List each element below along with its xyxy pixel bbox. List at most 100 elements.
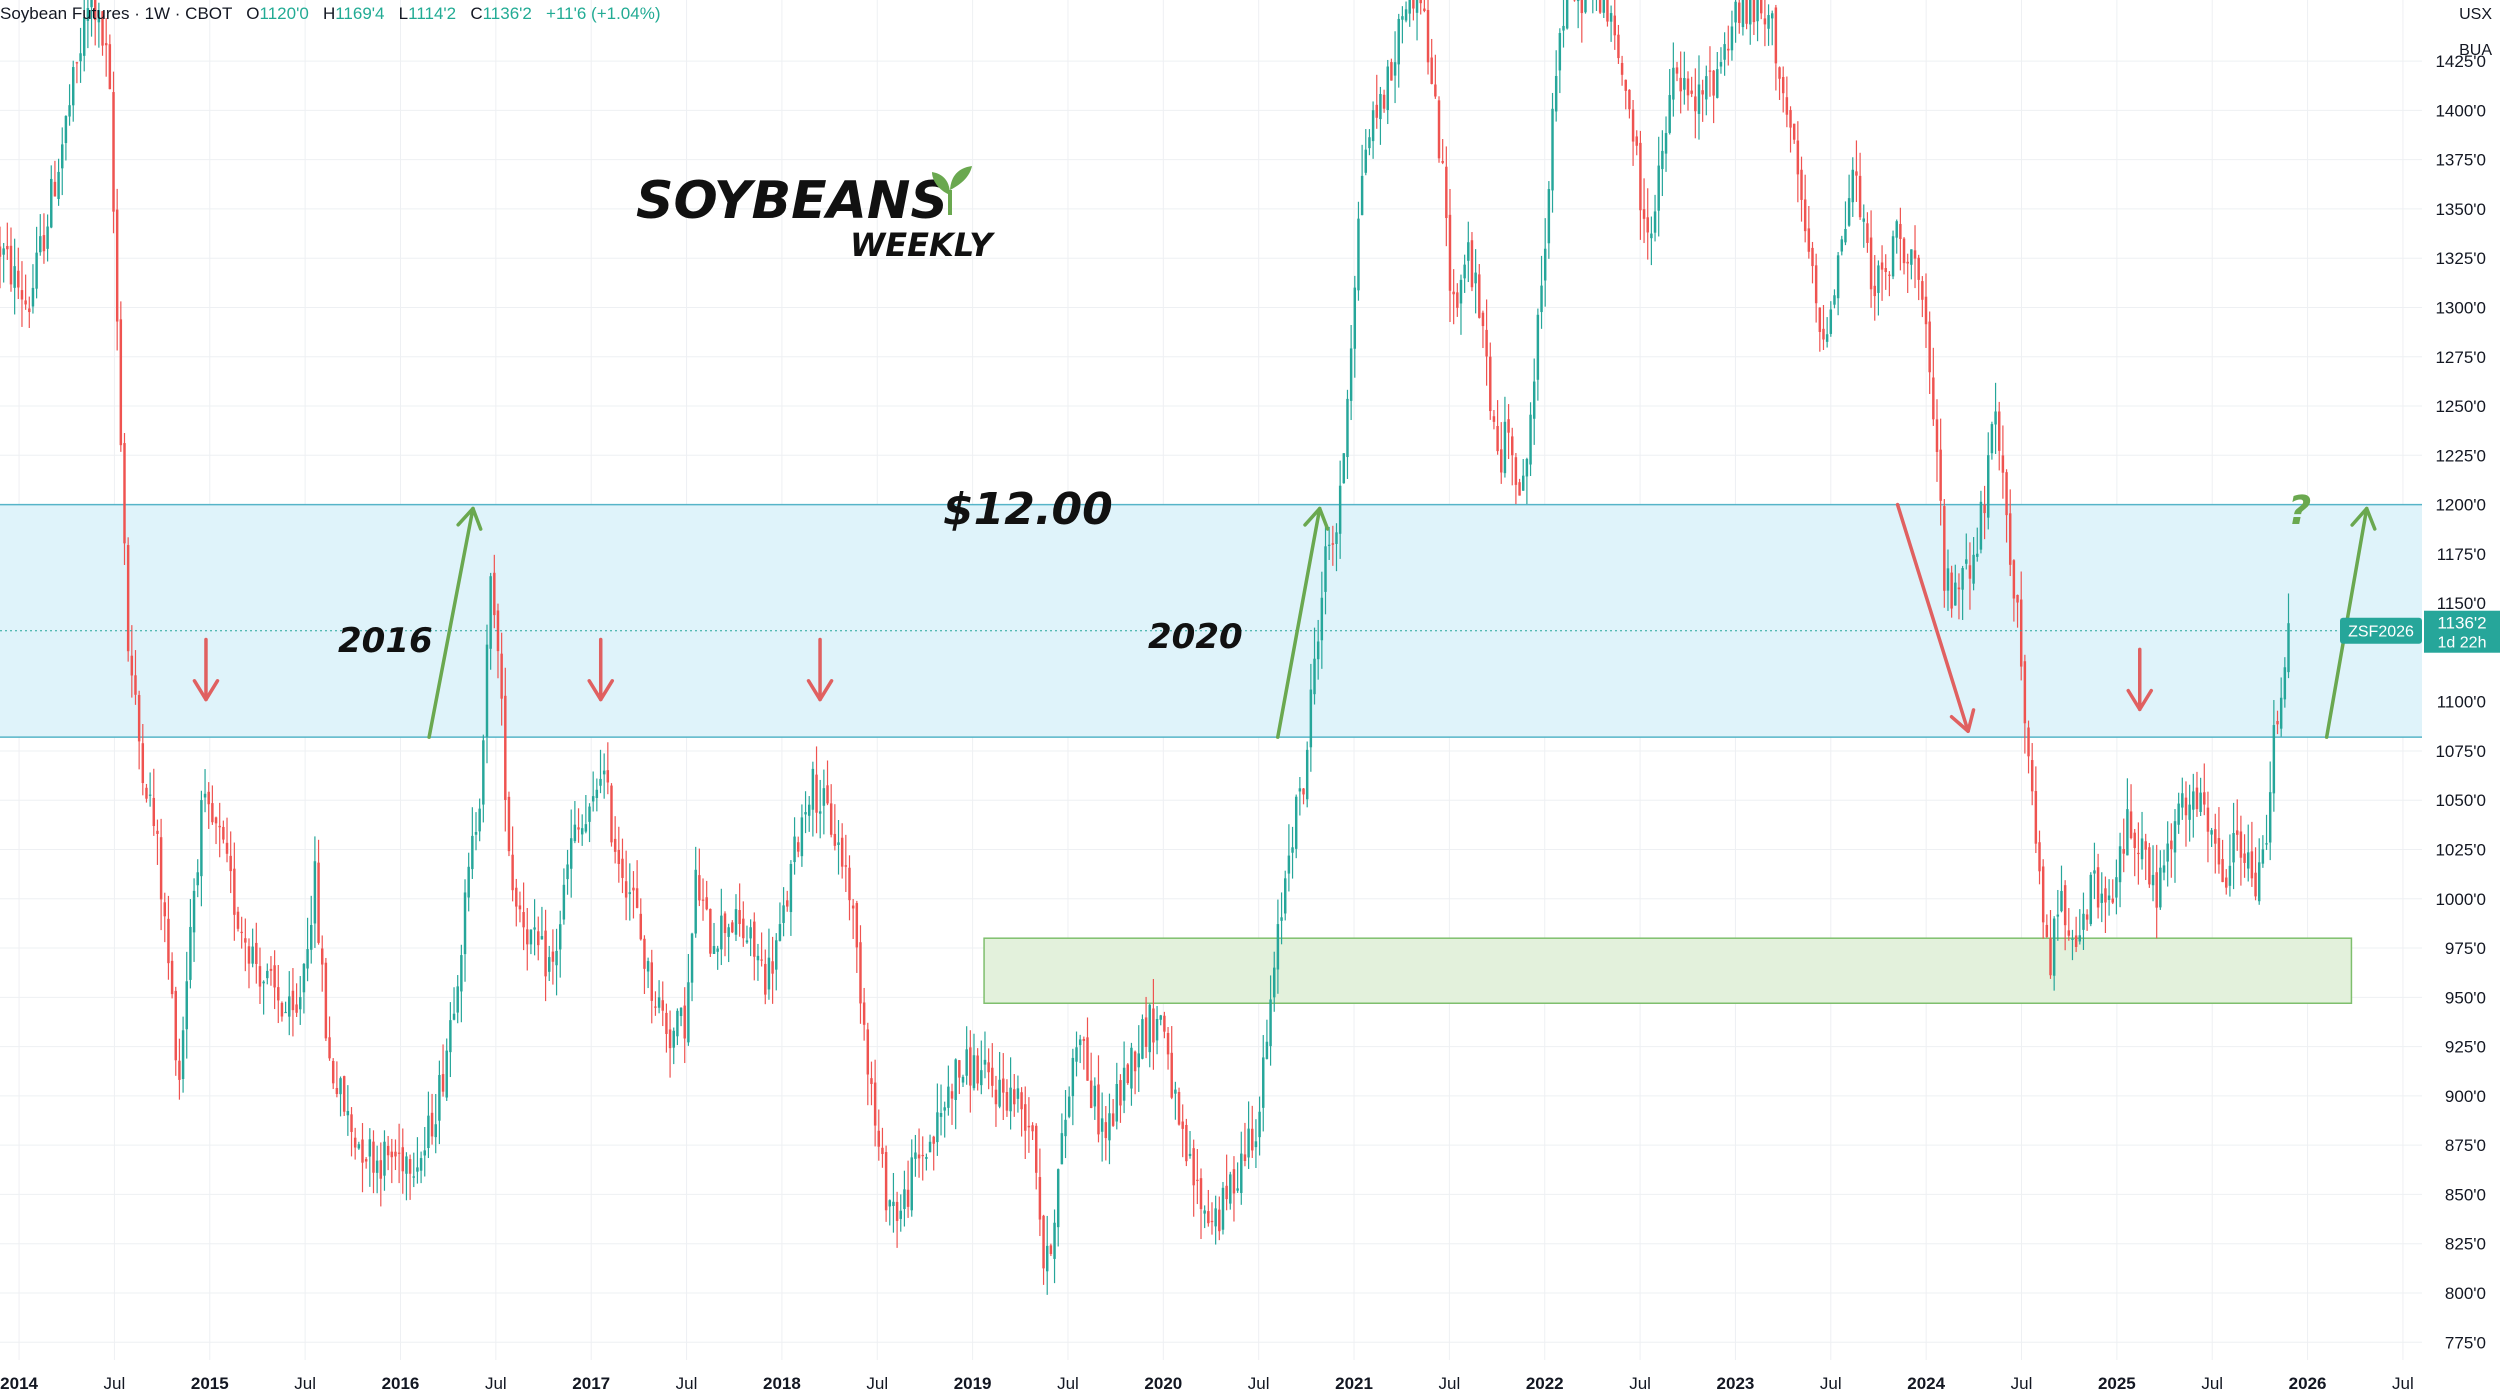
candle-body: [255, 942, 258, 964]
candle-body: [731, 922, 734, 933]
candle-body: [2214, 829, 2217, 844]
last-price-value: 1136'2: [2437, 614, 2486, 633]
candle-body: [709, 908, 712, 954]
candle-body: [767, 957, 771, 990]
candle-body: [485, 644, 489, 737]
candle-body: [1613, 15, 1616, 36]
candle-body: [1327, 544, 1331, 546]
symbol-header: Soybean Futures · 1W · CBOT O1120'0 H116…: [0, 4, 660, 24]
candle-body: [394, 1151, 397, 1157]
candle-body: [837, 842, 840, 846]
candle-body: [1386, 66, 1389, 111]
price-tick-label: 1325'0: [2435, 249, 2486, 268]
candle-body: [1181, 1121, 1184, 1129]
candle-body: [800, 817, 804, 857]
time-tick-label: 2025: [2098, 1374, 2136, 1391]
candle-body: [474, 832, 478, 835]
price-tick-label: 1075'0: [2435, 742, 2486, 761]
candle-body: [1712, 70, 1715, 96]
candle-body: [1053, 1222, 1056, 1259]
candle-body: [859, 942, 862, 1004]
candle-body: [734, 909, 738, 935]
candle-body: [1489, 356, 1492, 412]
candle-body: [93, 0, 97, 21]
candle-body: [1554, 75, 1558, 112]
candle-body: [82, 17, 86, 56]
candle-body: [1979, 501, 1983, 550]
candle-body: [1965, 559, 1968, 564]
candle-body: [130, 655, 134, 676]
candle-body: [577, 827, 580, 830]
up-arrow-head: [2350, 506, 2377, 531]
candle-body: [1584, 0, 1587, 13]
candle-body: [115, 209, 119, 322]
candle-body: [566, 864, 569, 880]
candle-body: [61, 144, 64, 169]
candle-body: [1913, 250, 1917, 259]
candle-body: [2184, 797, 2188, 816]
candle-body: [145, 787, 148, 799]
symbol-name[interactable]: Soybean Futures · 1W · CBOT: [0, 4, 233, 23]
candle-body: [665, 1012, 668, 1034]
price-axis[interactable]: 1425'0 1400'0 1375'0 1350'0 1325'0 1300'0 1275…: [2340, 0, 2500, 1391]
candle-body: [1770, 13, 1774, 19]
candle-body: [928, 1141, 932, 1153]
resistance-zone: [0, 504, 2422, 738]
candle-body: [829, 803, 833, 835]
candle-body: [507, 796, 511, 852]
candle-body: [818, 811, 822, 814]
candle-body: [1441, 160, 1444, 163]
down-arrow-head: [192, 679, 220, 702]
candle-body: [544, 930, 547, 977]
candle-body: [1035, 1125, 1038, 1173]
candle-body: [1412, 0, 1415, 9]
candle-body: [1104, 1122, 1108, 1139]
candle-body: [899, 1210, 902, 1219]
label-2016: 2016: [338, 621, 433, 661]
candle-body: [980, 1070, 983, 1086]
candle-body: [1349, 348, 1353, 401]
candle-body: [364, 1159, 368, 1162]
candle-body: [1877, 265, 1880, 293]
currency-label[interactable]: USX: [2459, 6, 2492, 23]
candle-body: [1730, 26, 1734, 51]
candle-body: [17, 270, 20, 288]
unit-label[interactable]: BUA: [2459, 42, 2492, 59]
candle-body: [1789, 110, 1792, 128]
candle-body: [328, 1037, 331, 1059]
candle-body: [1492, 416, 1496, 422]
candle-body: [1159, 1015, 1162, 1020]
candle-body: [1218, 1209, 1221, 1232]
time-tick-label: 2018: [763, 1374, 801, 1391]
candle-body: [657, 997, 661, 1008]
candle-body: [295, 1004, 298, 1013]
candle-body: [1653, 211, 1657, 233]
candle-body: [1335, 532, 1338, 544]
candle-body: [134, 675, 137, 695]
time-axis[interactable]: 2014 Jul 2015 Jul 2016 Jul 2017 Jul 2018 Jul 2019 J…: [0, 1360, 2500, 1391]
candle-body: [1781, 76, 1785, 94]
candle-body: [1024, 1104, 1027, 1131]
candle-body: [2210, 830, 2213, 835]
candle-body: [2034, 791, 2038, 844]
up-arrow: [427, 506, 475, 739]
candle-body: [1364, 149, 1368, 173]
candle-body: [1210, 1220, 1214, 1223]
candle-body: [79, 53, 82, 62]
candle-body: [1910, 249, 1913, 265]
candle-body: [1437, 100, 1441, 159]
candle-body: [1540, 285, 1543, 313]
candle-body: [112, 92, 115, 212]
candle-body: [2279, 697, 2283, 729]
chart-subtitle: WEEKLY: [850, 226, 995, 264]
candle-body: [310, 924, 313, 950]
candle-body: [562, 884, 566, 920]
candle-body: [1016, 1088, 1020, 1099]
time-tick-label: Jul: [866, 1374, 888, 1391]
candle-body: [2287, 623, 2290, 673]
candle-body: [2206, 807, 2210, 832]
time-tick-label: Jul: [2201, 1374, 2223, 1391]
candle-body: [1532, 381, 1536, 419]
